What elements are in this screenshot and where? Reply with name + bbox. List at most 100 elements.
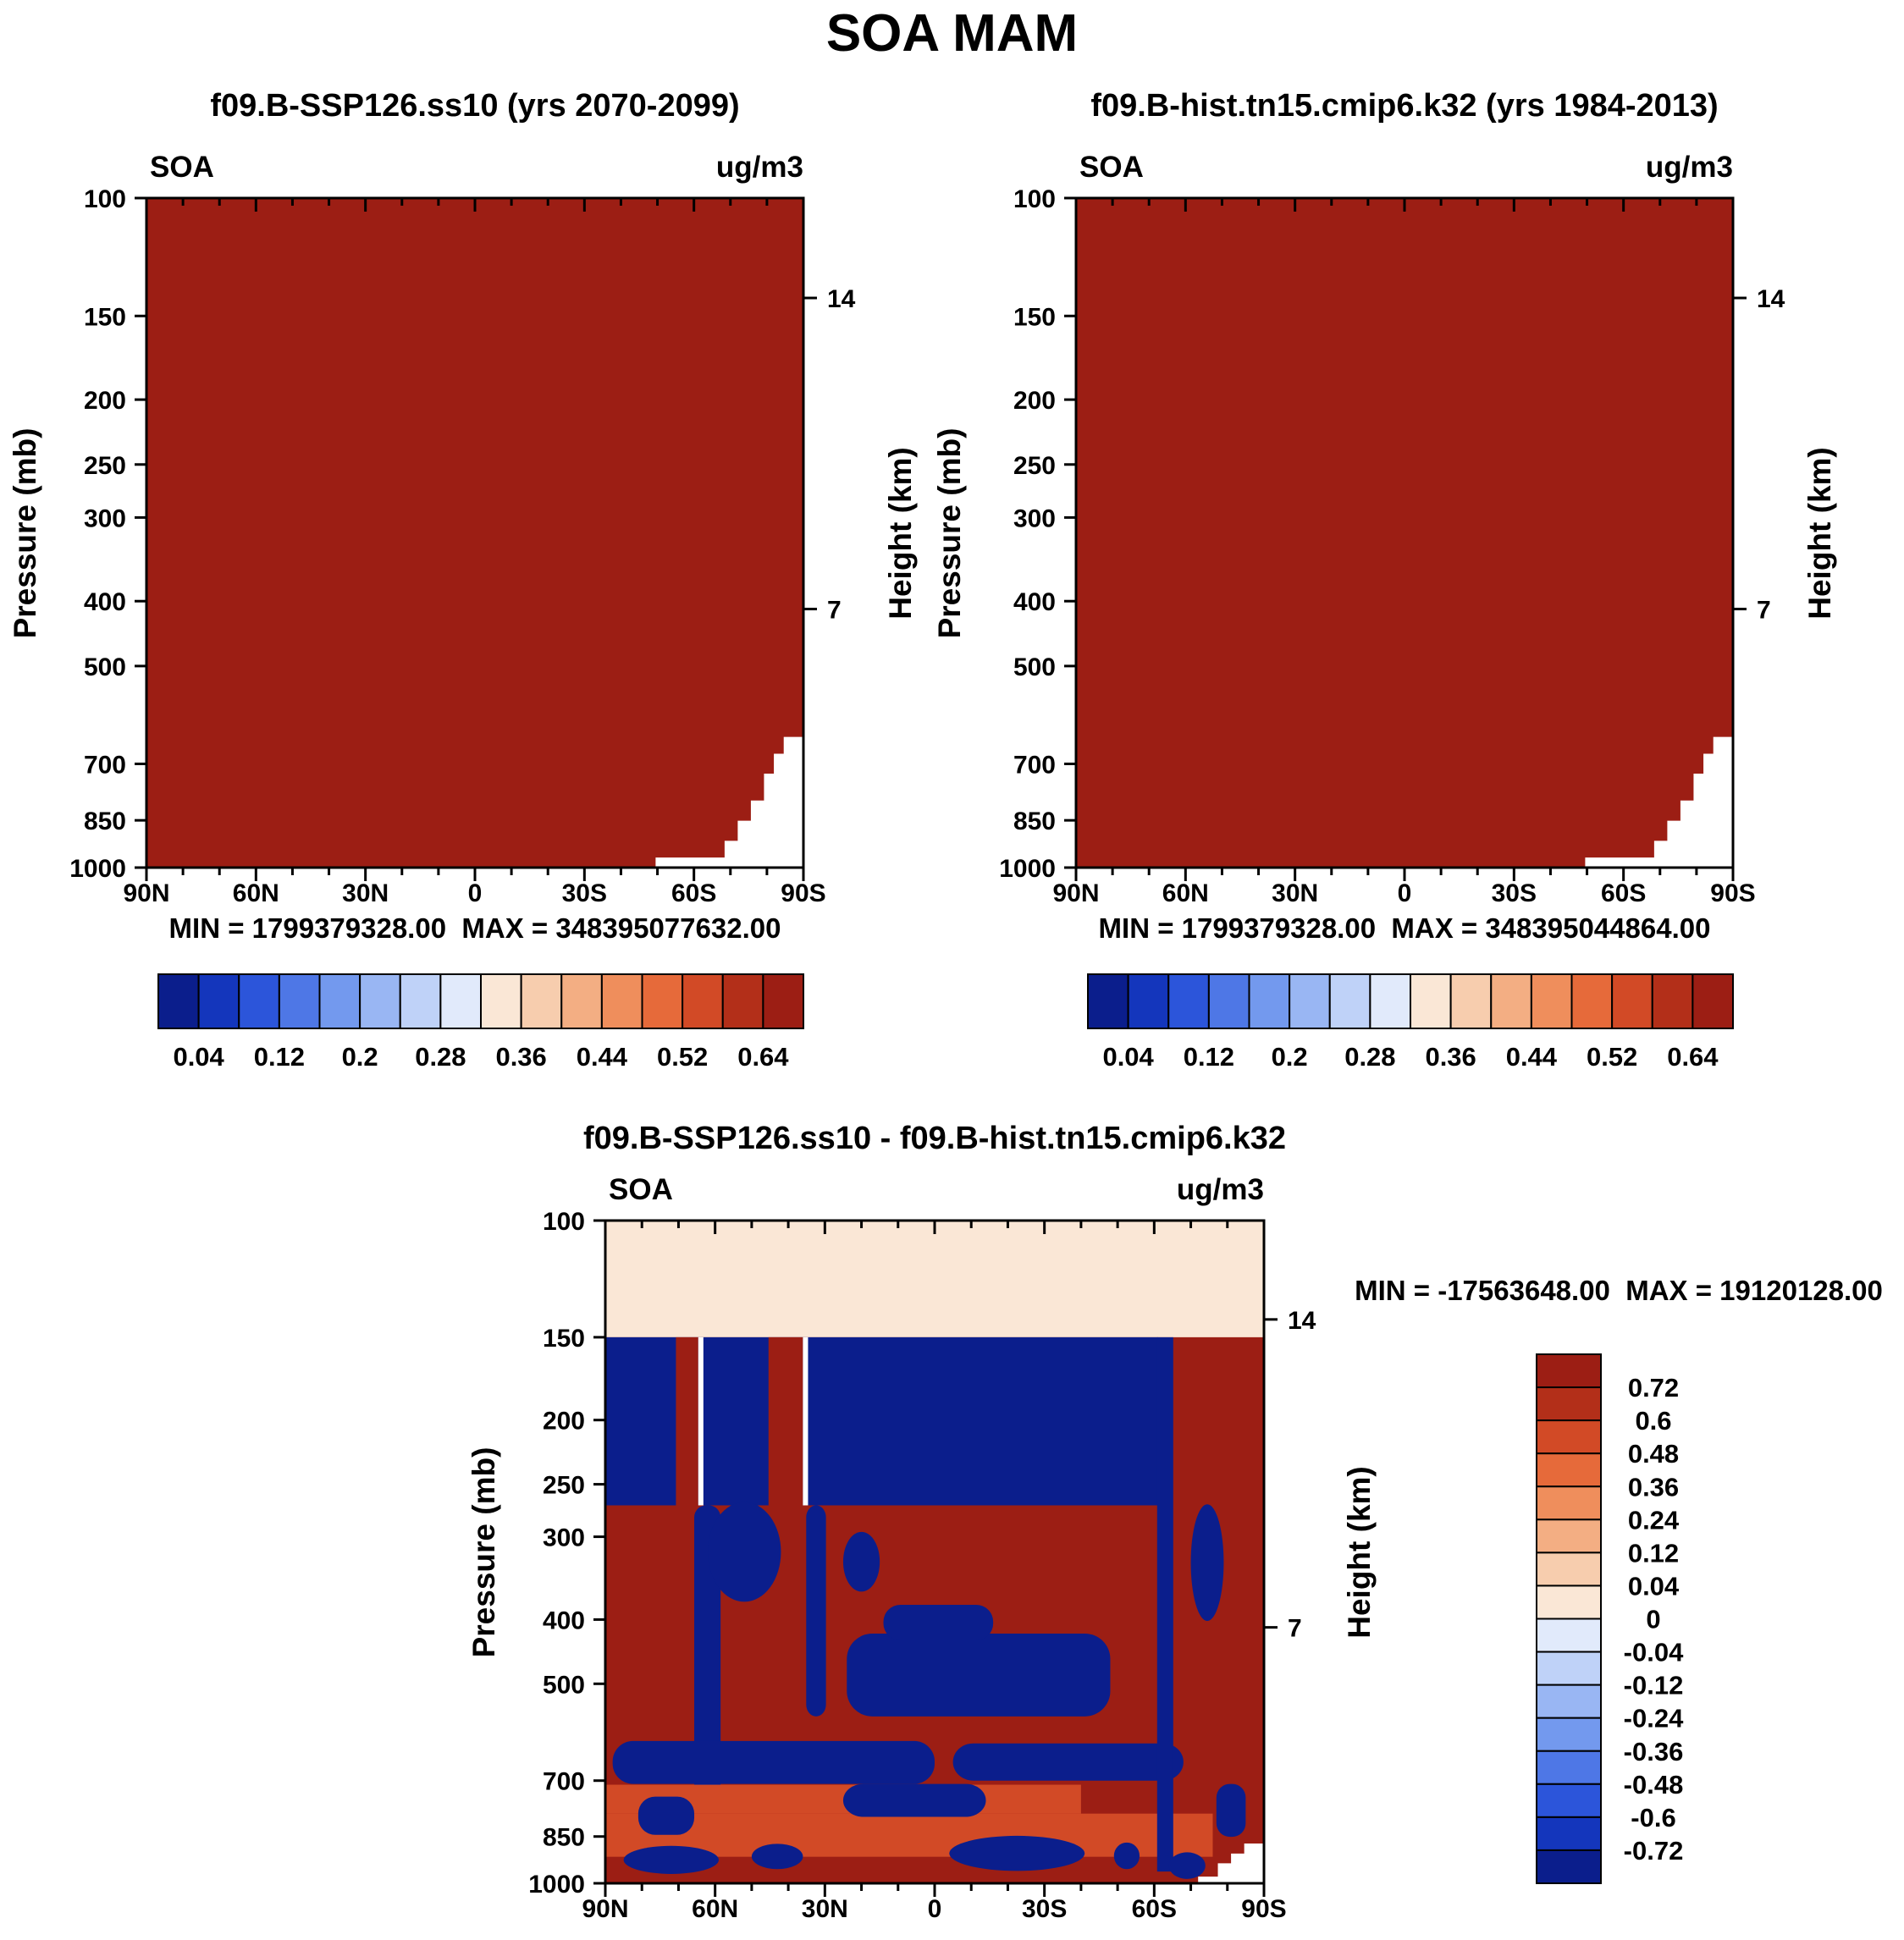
svg-text:0.28: 0.28 <box>1344 1042 1395 1072</box>
minmax-top-right: MIN = 1799379328.00 MAX = 348395044864.0… <box>1098 912 1711 944</box>
svg-text:500: 500 <box>1013 653 1056 681</box>
svg-text:0.12: 0.12 <box>254 1042 305 1072</box>
svg-text:-0.48: -0.48 <box>1624 1770 1684 1799</box>
svg-text:850: 850 <box>84 807 126 835</box>
svg-text:0: 0 <box>1646 1605 1660 1634</box>
colorbar-top-right: 0.04 0.12 0.2 0.28 0.36 0.44 0.52 0.64 <box>1087 973 1734 1072</box>
svg-text:90N: 90N <box>123 879 169 907</box>
svg-text:0.04: 0.04 <box>1628 1571 1680 1601</box>
svg-text:150: 150 <box>1013 303 1056 331</box>
svg-text:0: 0 <box>468 879 483 907</box>
colorbar-diff: 0.720.60.480.360.240.120.04 0 -0.04 -0.12 -0… <box>1536 1353 1684 1884</box>
svg-text:7: 7 <box>1757 597 1771 625</box>
svg-text:100: 100 <box>543 1208 585 1236</box>
svg-text:-0.04: -0.04 <box>1624 1638 1684 1667</box>
svg-text:0.28: 0.28 <box>415 1042 466 1072</box>
svg-text:14: 14 <box>1288 1307 1316 1335</box>
svg-text:90S: 90S <box>1241 1895 1286 1923</box>
svg-text:500: 500 <box>84 653 126 681</box>
svg-text:60N: 60N <box>1162 879 1209 907</box>
svg-text:0.64: 0.64 <box>737 1042 789 1072</box>
svg-text:0.36: 0.36 <box>1628 1472 1679 1502</box>
svg-text:100: 100 <box>1013 185 1056 213</box>
pressure-axis-label-top-left: Pressure (mb) <box>8 427 42 639</box>
svg-text:30S: 30S <box>1022 1895 1067 1923</box>
svg-text:400: 400 <box>543 1607 585 1634</box>
plot-top-left: 90N 60N 30N 0 30S 60S 90S 100 150 200 250 300 400 500… <box>69 185 855 907</box>
svg-text:60N: 60N <box>233 879 279 907</box>
svg-text:500: 500 <box>543 1671 585 1699</box>
colorbar-top-left: 0.04 0.12 0.2 0.28 0.36 0.44 0.52 0.64 <box>157 973 804 1072</box>
panel-title-top-left: f09.B-SSP126.ss10 (yrs 2070-2099) <box>210 88 740 124</box>
svg-text:0.36: 0.36 <box>495 1042 546 1072</box>
height-axis-label-top-left: Height (km) <box>883 447 918 620</box>
units-label-top-right: ug/m3 <box>1645 151 1733 184</box>
svg-text:-0.24: -0.24 <box>1624 1704 1684 1733</box>
svg-text:7: 7 <box>1288 1615 1302 1643</box>
svg-text:700: 700 <box>1013 751 1056 779</box>
pressure-axis-label-top-right: Pressure (mb) <box>932 427 967 639</box>
svg-text:700: 700 <box>84 751 126 779</box>
svg-text:300: 300 <box>1013 504 1056 532</box>
svg-text:90S: 90S <box>781 879 825 907</box>
svg-text:-0.72: -0.72 <box>1624 1836 1684 1866</box>
height-axis-label-diff: Height (km) <box>1342 1466 1377 1639</box>
svg-text:0.24: 0.24 <box>1628 1505 1680 1535</box>
svg-text:400: 400 <box>1013 588 1056 616</box>
svg-text:14: 14 <box>1757 285 1785 313</box>
svg-text:1000: 1000 <box>69 855 126 883</box>
svg-text:700: 700 <box>543 1768 585 1796</box>
svg-text:-0.12: -0.12 <box>1624 1671 1684 1700</box>
svg-text:400: 400 <box>84 588 126 616</box>
svg-text:0.72: 0.72 <box>1628 1373 1679 1403</box>
svg-text:0: 0 <box>1398 879 1412 907</box>
svg-text:0.04: 0.04 <box>173 1042 224 1072</box>
svg-text:0.12: 0.12 <box>1184 1042 1234 1072</box>
svg-text:30N: 30N <box>1272 879 1318 907</box>
svg-text:30S: 30S <box>1492 879 1537 907</box>
svg-text:250: 250 <box>84 452 126 480</box>
svg-text:200: 200 <box>84 387 126 415</box>
svg-text:150: 150 <box>543 1325 585 1353</box>
svg-text:150: 150 <box>84 303 126 331</box>
svg-text:0.6: 0.6 <box>1635 1406 1671 1436</box>
panel-title-diff: f09.B-SSP126.ss10 - f09.B-hist.tn15.cmip… <box>582 1121 1287 1156</box>
svg-text:300: 300 <box>543 1524 585 1552</box>
minmax-diff: MIN = -17563648.00 MAX = 19120128.00 <box>1355 1275 1883 1306</box>
svg-text:200: 200 <box>1013 387 1056 415</box>
svg-text:0.48: 0.48 <box>1628 1439 1679 1469</box>
figure-title: SOA MAM <box>825 4 1079 63</box>
svg-text:200: 200 <box>543 1408 585 1436</box>
svg-text:0.04: 0.04 <box>1102 1042 1154 1072</box>
svg-text:90N: 90N <box>1052 879 1099 907</box>
svg-text:250: 250 <box>543 1472 585 1500</box>
svg-text:60S: 60S <box>1132 1895 1177 1923</box>
svg-text:0.52: 0.52 <box>657 1042 708 1072</box>
pressure-axis-label-diff: Pressure (mb) <box>466 1447 501 1658</box>
svg-text:60N: 60N <box>692 1895 738 1923</box>
svg-text:-0.6: -0.6 <box>1631 1803 1675 1833</box>
height-axis-label-top-right: Height (km) <box>1802 447 1837 620</box>
svg-text:0.44: 0.44 <box>1506 1042 1558 1072</box>
svg-text:90S: 90S <box>1710 879 1755 907</box>
svg-text:100: 100 <box>84 185 126 213</box>
svg-text:1000: 1000 <box>528 1871 585 1899</box>
minmax-top-left: MIN = 1799379328.00 MAX = 348395077632.0… <box>168 912 781 944</box>
svg-text:30N: 30N <box>342 879 389 907</box>
svg-text:0.52: 0.52 <box>1587 1042 1637 1072</box>
field-label-top-left: SOA <box>150 151 214 184</box>
svg-text:90N: 90N <box>582 1895 628 1923</box>
svg-text:1000: 1000 <box>999 855 1056 883</box>
svg-text:30N: 30N <box>802 1895 848 1923</box>
svg-text:0.12: 0.12 <box>1628 1538 1679 1568</box>
svg-text:0.2: 0.2 <box>1272 1042 1308 1072</box>
svg-text:-0.36: -0.36 <box>1624 1737 1684 1766</box>
field-label-top-right: SOA <box>1079 151 1144 184</box>
plot-diff: 90N 60N 30N 0 30S 60S 90S 100 150 200 250 300 400 500… <box>528 1208 1316 1923</box>
svg-text:60S: 60S <box>1601 879 1646 907</box>
units-label-top-left: ug/m3 <box>715 151 803 184</box>
plot-top-right: 90N 60N 30N 0 30S 60S 90S 100 150 200 250 300 400 500… <box>999 185 1785 907</box>
svg-text:0.2: 0.2 <box>342 1042 378 1072</box>
